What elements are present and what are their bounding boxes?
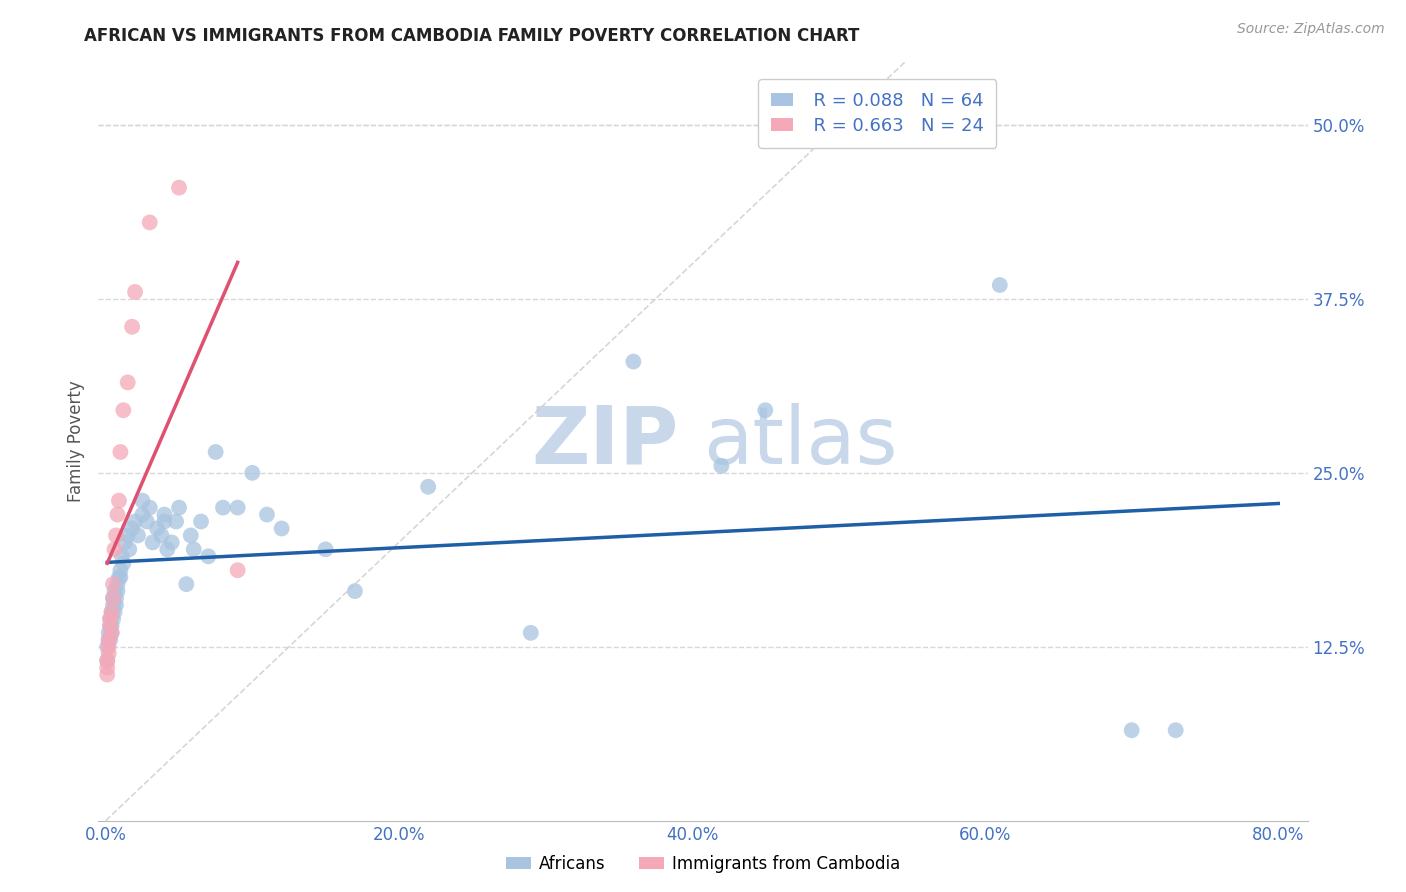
Point xyxy=(183,542,205,557)
Point xyxy=(103,584,125,599)
Point xyxy=(256,508,278,522)
Point xyxy=(107,508,129,522)
Point xyxy=(108,493,131,508)
Point xyxy=(418,480,440,494)
Point xyxy=(97,625,120,640)
Point xyxy=(107,577,129,591)
Point xyxy=(117,528,139,542)
Point xyxy=(98,612,121,626)
Point xyxy=(111,549,134,564)
Point xyxy=(108,570,131,584)
Text: atlas: atlas xyxy=(703,402,897,481)
Point xyxy=(131,508,153,522)
Point xyxy=(621,354,644,368)
Point xyxy=(180,528,202,542)
Point xyxy=(167,180,190,194)
Point xyxy=(100,605,122,619)
Point xyxy=(110,445,132,459)
Point xyxy=(754,403,776,417)
Point xyxy=(105,591,128,605)
Text: ZIP: ZIP xyxy=(531,402,679,481)
Point xyxy=(315,542,337,557)
Point xyxy=(98,632,121,647)
Point xyxy=(96,667,118,681)
Point xyxy=(212,500,235,515)
Point xyxy=(204,445,226,459)
Point xyxy=(96,654,118,668)
Point xyxy=(112,403,135,417)
Text: AFRICAN VS IMMIGRANTS FROM CAMBODIA FAMILY POVERTY CORRELATION CHART: AFRICAN VS IMMIGRANTS FROM CAMBODIA FAMI… xyxy=(84,27,859,45)
Point xyxy=(176,577,198,591)
Point xyxy=(98,619,121,633)
Point xyxy=(167,500,190,515)
Point xyxy=(146,521,169,535)
Point xyxy=(121,319,143,334)
Point xyxy=(110,563,132,577)
Point xyxy=(107,584,129,599)
Point xyxy=(100,605,122,619)
Point xyxy=(105,598,128,612)
Point xyxy=(124,285,146,299)
Point xyxy=(118,542,141,557)
Point xyxy=(101,612,124,626)
Point xyxy=(240,466,263,480)
Point xyxy=(226,563,249,577)
Point xyxy=(131,493,153,508)
Y-axis label: Family Poverty: Family Poverty xyxy=(66,381,84,502)
Point xyxy=(112,556,135,570)
Point xyxy=(121,521,143,535)
Point xyxy=(988,278,1011,293)
Point xyxy=(710,458,733,473)
Legend:   R = 0.088   N = 64,   R = 0.663   N = 24: R = 0.088 N = 64, R = 0.663 N = 24 xyxy=(758,79,997,147)
Point xyxy=(96,660,118,674)
Point xyxy=(97,640,120,654)
Point xyxy=(165,515,187,529)
Point xyxy=(103,605,125,619)
Point xyxy=(117,376,139,390)
Point xyxy=(153,508,176,522)
Point xyxy=(97,632,120,647)
Point xyxy=(103,542,125,557)
Point xyxy=(101,591,124,605)
Point xyxy=(100,619,122,633)
Point xyxy=(110,570,132,584)
Point xyxy=(226,500,249,515)
Point xyxy=(124,515,146,529)
Point xyxy=(105,528,128,542)
Point xyxy=(98,619,121,633)
Point xyxy=(100,625,122,640)
Point xyxy=(101,598,124,612)
Point xyxy=(156,542,179,557)
Point xyxy=(520,625,543,640)
Point xyxy=(142,535,165,549)
Point xyxy=(127,528,149,542)
Point xyxy=(160,535,183,549)
Point xyxy=(114,535,136,549)
Point xyxy=(100,625,122,640)
Point xyxy=(96,654,118,668)
Point xyxy=(343,584,366,599)
Point xyxy=(101,577,124,591)
Point xyxy=(96,640,118,654)
Point xyxy=(1121,723,1143,738)
Point xyxy=(190,515,212,529)
Point xyxy=(270,521,292,535)
Point xyxy=(197,549,219,564)
Point xyxy=(1164,723,1187,738)
Point xyxy=(150,528,173,542)
Text: Source: ZipAtlas.com: Source: ZipAtlas.com xyxy=(1237,22,1385,37)
Point xyxy=(153,515,176,529)
Point xyxy=(97,632,120,647)
Point xyxy=(138,500,160,515)
Point xyxy=(101,591,124,605)
Point xyxy=(98,612,121,626)
Point xyxy=(97,647,120,661)
Point xyxy=(135,515,157,529)
Legend: Africans, Immigrants from Cambodia: Africans, Immigrants from Cambodia xyxy=(499,848,907,880)
Point xyxy=(138,215,160,229)
